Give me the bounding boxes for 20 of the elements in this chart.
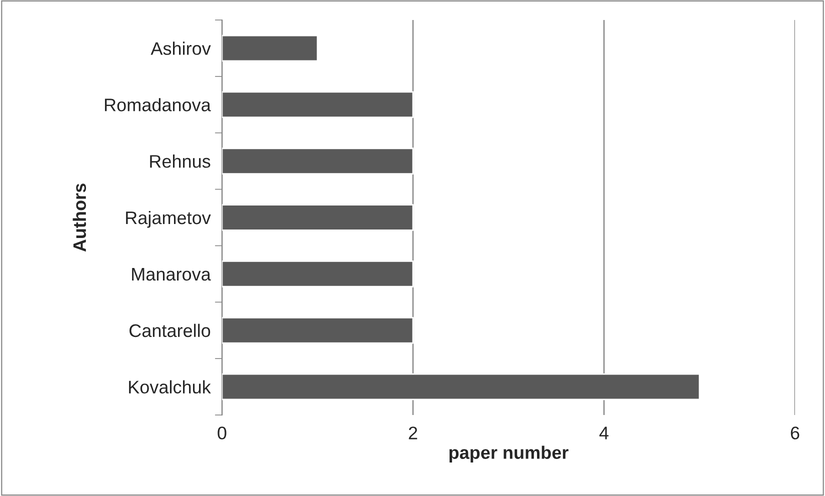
y-tick-label: Rehnus [150,154,210,168]
y-axis-title: Authors [72,184,86,252]
y-tick-label: Cantarello [130,324,210,338]
bar [222,34,318,62]
bar [222,373,700,400]
bar [222,316,414,344]
bar [222,148,414,174]
y-tick-label: Rajametov [126,210,211,228]
x-tick-label: 6 [790,426,800,440]
x-tick-label: 0 [218,426,226,440]
bar [222,204,414,231]
x-tick-label: 2 [408,426,418,440]
y-tick-label: Ashirov [150,42,211,55]
y-tick-label: Kovalchuk [129,380,211,394]
y-tick-label: Romadanova [104,98,211,112]
x-tick-label: 4 [599,426,608,440]
bar [222,260,414,288]
y-tick-label: Manarova [132,268,211,281]
bar [222,91,414,118]
x-axis-title: paper number [449,446,568,463]
